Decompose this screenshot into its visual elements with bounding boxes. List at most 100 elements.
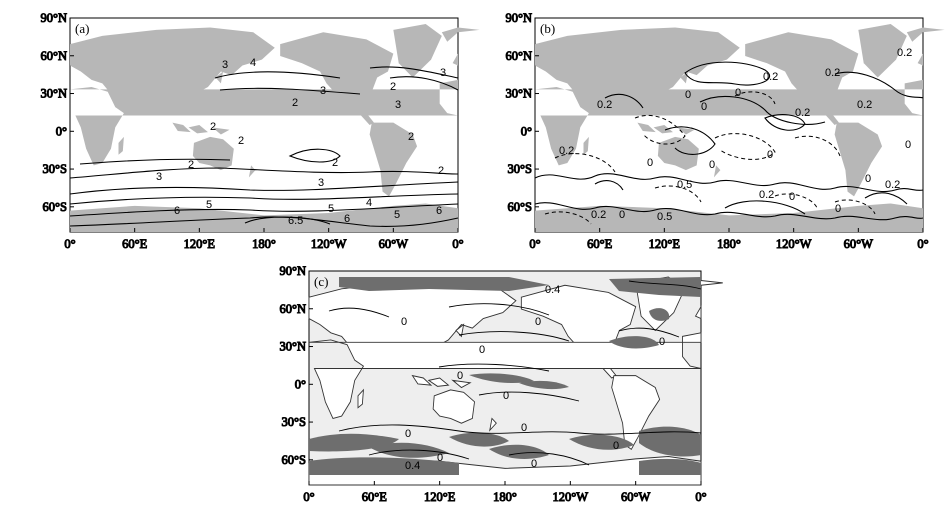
contour-label: 0.2	[885, 179, 900, 191]
lon-tick-label: 60°E	[362, 490, 387, 504]
axes: 90°N 60°N 30°N 0° 30°S 60°S 0° 60°E 120°E 180° 120…	[40, 11, 929, 505]
lat-tick-label: 0°	[295, 377, 306, 391]
contour-label: 2	[210, 121, 216, 133]
contour-label: 0.2	[897, 47, 912, 59]
lat-tick-label: 60°N	[40, 49, 67, 63]
lon-tick-label: 180°	[252, 237, 276, 251]
contour-label: 0.4	[405, 460, 420, 472]
contour-label: 0	[479, 344, 485, 356]
lon-tick-label: 0°	[529, 237, 540, 251]
lon-tick-label: 0°	[303, 490, 314, 504]
lon-tick-label: 180°	[717, 237, 741, 251]
lon-tick-label: 0°	[917, 237, 928, 251]
lat-tick-label: 90°N	[279, 264, 306, 278]
lat-tick-label: 0°	[521, 124, 532, 138]
contour-label: 0	[865, 173, 871, 185]
contour-label: 0.2	[759, 189, 774, 201]
contour-label: 0	[619, 209, 625, 221]
contour-label: 0.2	[857, 99, 872, 111]
contour-label: 2	[332, 157, 338, 169]
lon-tick-label: 120°W	[553, 490, 589, 504]
lat-tick-label: 60°S	[508, 200, 532, 214]
contour-label: 0	[437, 452, 443, 464]
contour-label: 0.2	[559, 145, 574, 157]
contour-label: 0	[789, 191, 795, 203]
panel-b-contour-labels: 0.2 0 0.2 0 0.2 0.2 0 0.2 0 0 0.5 0 0.2 …	[559, 47, 912, 223]
lon-tick-label: 0°	[452, 237, 463, 251]
contour-label: 0	[457, 370, 463, 382]
contour-label: 6	[174, 205, 180, 217]
lat-tick-label: 30°S	[282, 415, 306, 429]
lon-tick-label: 120°E	[424, 490, 456, 504]
contour-label: 0	[701, 101, 707, 113]
contour-label: 0.2	[795, 107, 810, 119]
lon-tick-label: 0°	[695, 490, 706, 504]
contour-label: 2	[438, 165, 444, 177]
contour-label: 0	[535, 316, 541, 328]
contour-label: 3	[318, 177, 324, 189]
contour-label: 0	[521, 422, 527, 434]
contour-label: 0.2	[825, 67, 840, 79]
panel-a-contours	[69, 66, 459, 227]
contour-label: 6	[344, 213, 350, 225]
panel-b-contours	[534, 61, 924, 221]
contour-label: 3	[440, 67, 446, 79]
contour-label: 0.2	[597, 99, 612, 111]
contour-label: 2	[408, 131, 414, 143]
contour-label: 5	[394, 209, 400, 221]
panel-c-label: (c)	[314, 274, 328, 289]
lon-tick-label: 120°E	[184, 237, 216, 251]
lat-tick-label: 60°N	[279, 302, 306, 316]
contour-label: 0.5	[657, 211, 672, 223]
contour-label: 0.4	[545, 284, 560, 296]
contour-label: 3	[320, 85, 326, 97]
contour-label: 2	[188, 159, 194, 171]
lon-tick-label: 60°E	[122, 237, 147, 251]
lat-tick-label: 0°	[56, 124, 67, 138]
contour-label: 0.5	[677, 179, 692, 191]
contour-label: 0	[531, 458, 537, 470]
lat-tick-label: 60°N	[505, 49, 532, 63]
panel-a-label: (a)	[75, 21, 89, 36]
panel-c: 0.4 0 0 0 0 0 0 0 0 0.4 0 0 0 (c)	[308, 270, 724, 486]
lat-tick-label: 30°N	[505, 87, 532, 101]
lat-tick-label: 30°S	[508, 162, 532, 176]
lon-tick-label: 60°W	[621, 490, 650, 504]
lat-tick-label: 30°S	[43, 162, 67, 176]
lat-tick-label: 90°N	[40, 11, 67, 25]
contour-label: 3	[156, 171, 162, 183]
contour-label: 0	[503, 390, 509, 402]
contour-label: 5	[206, 199, 212, 211]
lon-tick-label: 60°W	[844, 237, 873, 251]
contour-label: 0	[905, 139, 911, 151]
lon-tick-label: 60°E	[587, 237, 612, 251]
panel-c-contour-labels: 0.4 0 0 0 0 0 0 0 0 0.4 0 0 0	[401, 284, 665, 472]
contour-label: 0	[767, 149, 773, 161]
lon-tick-label: 120°W	[776, 237, 812, 251]
lon-tick-label: 60°W	[379, 237, 408, 251]
lat-tick-label: 30°N	[40, 87, 67, 101]
lon-tick-label: 120°W	[311, 237, 347, 251]
lon-tick-label: 180°	[493, 490, 517, 504]
panel-b-contours-dashed	[544, 91, 876, 225]
panel-a-contour-labels: 4 3 2 3 2 3 2 2 2 2 2 3 3 5 4 6 6 5 6.5 …	[156, 57, 446, 227]
contour-label: 6	[436, 205, 442, 217]
contour-label: 0	[835, 203, 841, 215]
contour-label: 6.5	[288, 215, 303, 227]
contour-label: 0.2	[591, 209, 606, 221]
contour-label: 0.2	[763, 71, 778, 83]
contour-label: 2	[292, 97, 298, 109]
contour-label: 5	[328, 203, 334, 215]
contour-label: 0	[735, 87, 741, 99]
panel-b: 0.2 0 0.2 0 0.2 0.2 0 0.2 0 0 0.5 0 0.2 …	[534, 17, 945, 233]
panel-b-label: (b)	[540, 21, 555, 36]
contour-label: 4	[366, 197, 372, 209]
contour-label: 2	[238, 135, 244, 147]
contour-label: 0	[401, 316, 407, 328]
lat-tick-label: 30°N	[279, 340, 306, 354]
contour-label: 0	[613, 440, 619, 452]
lat-tick-label: 90°N	[505, 11, 532, 25]
contour-label: 2	[390, 81, 396, 93]
lat-tick-label: 60°S	[282, 453, 306, 467]
contour-label: 3	[222, 59, 228, 71]
